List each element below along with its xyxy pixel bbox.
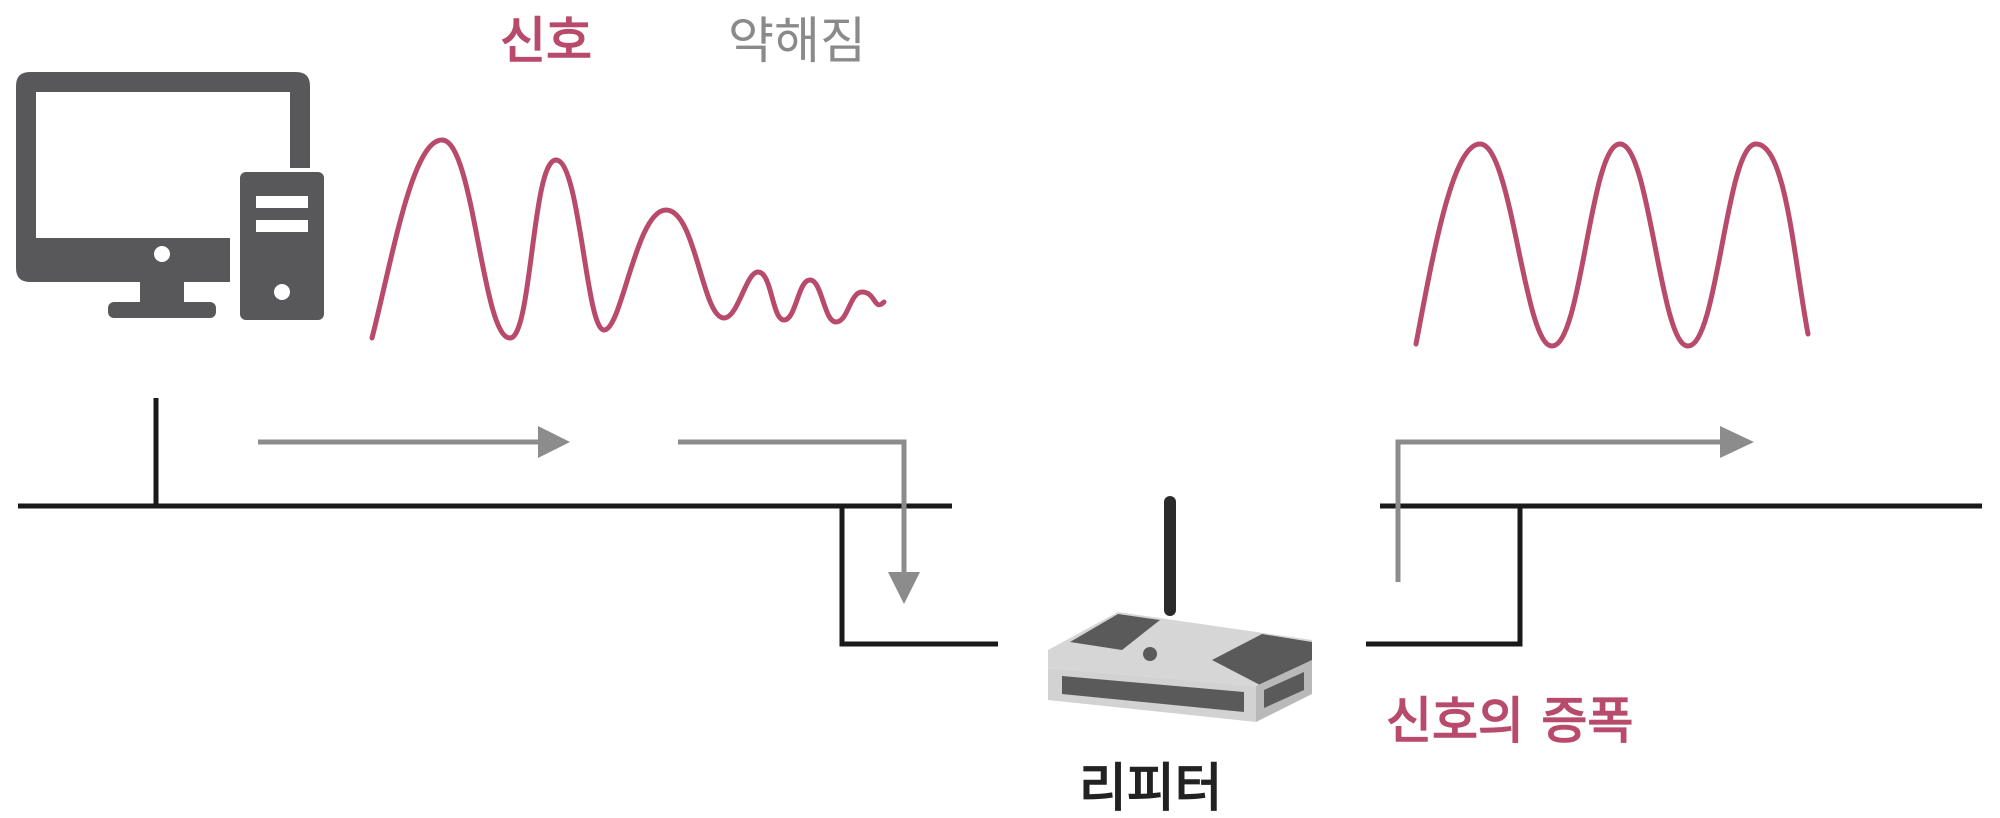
network-cable-right [1366, 503, 1982, 647]
network-cable-left [18, 398, 998, 647]
arrow-right-1 [258, 426, 570, 458]
monitor-button [154, 246, 170, 262]
computer-tower [230, 168, 324, 320]
amplification-label: 신호의 증폭 [1386, 692, 1633, 750]
weakened-label: 약해짐 [728, 12, 866, 70]
signal-label: 신호 [500, 12, 592, 70]
weakening-signal-wave [369, 137, 887, 341]
repeater-label: 리피터 [1079, 759, 1223, 818]
repeater-router-icon [1048, 496, 1312, 722]
desktop-computer-icon [16, 72, 324, 320]
monitor-stand-base [108, 302, 216, 318]
amplified-signal-wave [1413, 141, 1811, 349]
repeater-antenna [1164, 496, 1176, 616]
arrow-to-repeater [678, 439, 920, 604]
arrow-from-repeater [1395, 426, 1754, 582]
